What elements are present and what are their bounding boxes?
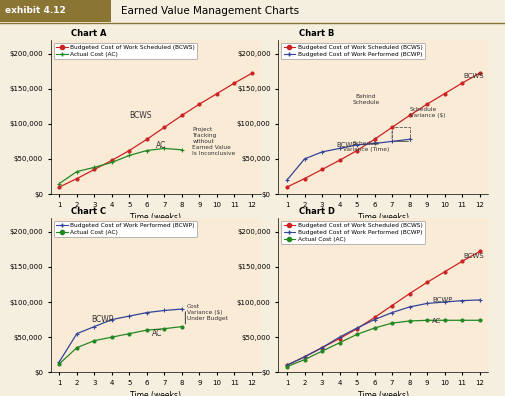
Text: Schedule
Variance (Time): Schedule Variance (Time) (342, 141, 388, 152)
Text: AC: AC (431, 318, 441, 324)
Text: Chart D: Chart D (298, 207, 334, 216)
Text: BCWP: BCWP (91, 315, 113, 324)
Text: Project
Tracking
without
Earned Value
Is Inconclusive: Project Tracking without Earned Value Is… (192, 128, 235, 156)
X-axis label: Time (weeks): Time (weeks) (357, 391, 408, 396)
Text: Earned Value Management Charts: Earned Value Management Charts (121, 6, 299, 16)
Text: Behind
Schedule: Behind Schedule (351, 94, 379, 105)
Text: BCWP: BCWP (335, 142, 356, 148)
Text: Cost
Variance ($)
Under Budget: Cost Variance ($) Under Budget (187, 304, 228, 321)
Legend: Budgeted Cost of Work Scheduled (BCWS), Actual Cost (AC): Budgeted Cost of Work Scheduled (BCWS), … (54, 42, 196, 59)
X-axis label: Time (weeks): Time (weeks) (357, 213, 408, 222)
Legend: Budgeted Cost of Work Performed (BCWP), Actual Cost (AC): Budgeted Cost of Work Performed (BCWP), … (54, 221, 196, 237)
Text: BCWP: BCWP (431, 297, 452, 303)
Text: BCWS: BCWS (462, 73, 483, 79)
Text: Chart A: Chart A (71, 29, 106, 38)
FancyBboxPatch shape (0, 0, 111, 22)
Legend: Budgeted Cost of Work Scheduled (BCWS), Budgeted Cost of Work Performed (BCWP): Budgeted Cost of Work Scheduled (BCWS), … (281, 42, 424, 59)
Text: Chart C: Chart C (71, 207, 106, 216)
Text: exhibit 4.12: exhibit 4.12 (5, 6, 66, 15)
Text: BCWS: BCWS (129, 111, 152, 120)
Text: Schedule
Variance ($): Schedule Variance ($) (409, 107, 444, 118)
Bar (391, 128, 409, 141)
Text: AC: AC (156, 141, 166, 150)
Text: BCWS: BCWS (462, 253, 483, 259)
Legend: Budgeted Cost of Work Scheduled (BCWS), Budgeted Cost of Work Performed (BCWP), : Budgeted Cost of Work Scheduled (BCWS), … (281, 221, 424, 244)
Text: Chart B: Chart B (298, 29, 333, 38)
Text: AC: AC (152, 329, 162, 338)
X-axis label: Time (weeks): Time (weeks) (130, 213, 181, 222)
X-axis label: Time (weeks): Time (weeks) (130, 391, 181, 396)
